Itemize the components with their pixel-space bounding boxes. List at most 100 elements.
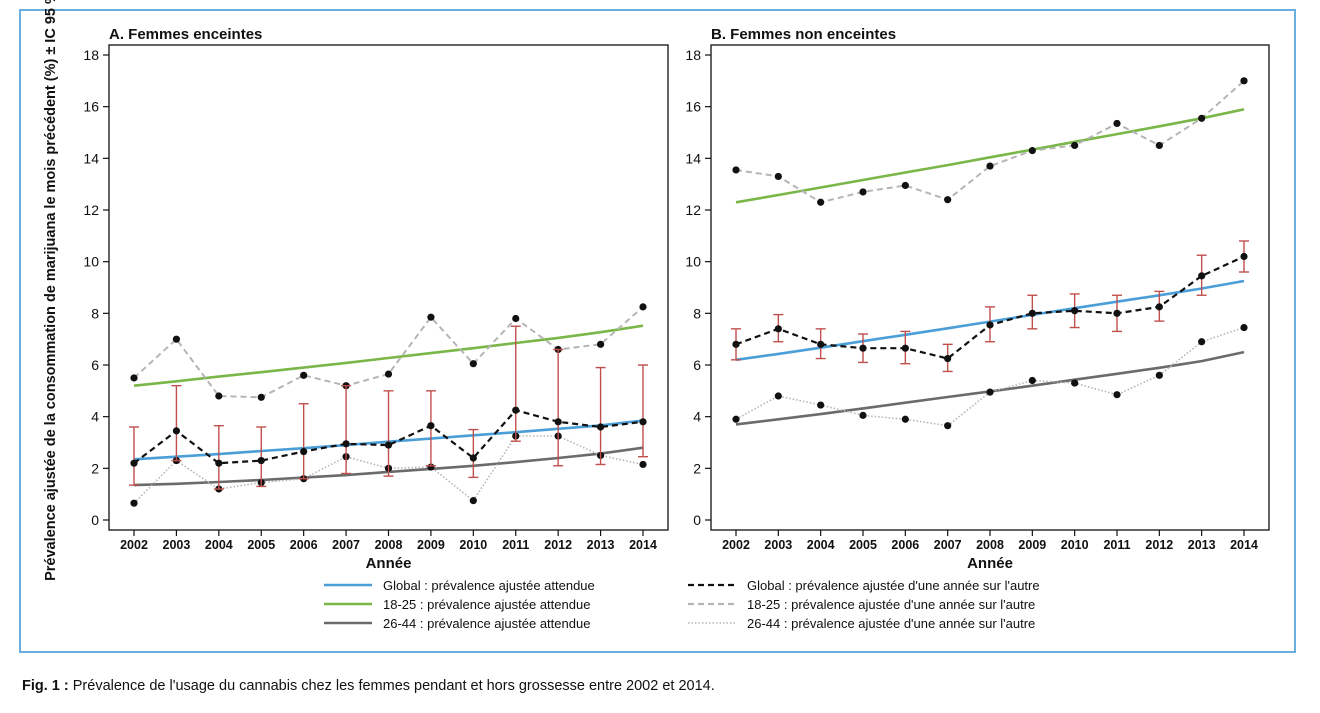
panel-b-data-point	[1155, 371, 1163, 379]
panel-a-xtick-label: 2009	[417, 538, 445, 552]
panel-b-data-point	[1240, 252, 1248, 261]
panel-a-data-point	[300, 371, 308, 379]
panel-b-xtick-label: 2011	[1103, 538, 1130, 552]
panel-b-data-point	[1155, 141, 1163, 150]
legend-label-2: 18-25 : prévalence ajustée attendue	[383, 597, 590, 612]
panel-a-ytick-label: 6	[91, 357, 99, 373]
panel-a-ytick-label: 8	[91, 305, 99, 321]
legend-label-4: 26-44 : prévalence ajustée attendue	[383, 616, 590, 631]
panel-b-x-axis-label: Année	[967, 555, 1013, 572]
panel-b-ytick-label: 2	[693, 460, 701, 476]
panel-a-xtick-label: 2014	[629, 538, 657, 552]
panel-a-xtick-label: 2008	[375, 538, 403, 552]
panel-a-data-point	[130, 459, 138, 467]
panel-b-title: B. Femmes non enceintes	[711, 26, 896, 43]
panel-b-ytick-label: 12	[685, 202, 701, 218]
panel-b-fit-line-1	[735, 108, 1245, 204]
panel-a-data-point	[257, 456, 265, 465]
panel-b-data-point	[1028, 146, 1036, 155]
panel-b-ytick-label: 4	[693, 409, 701, 425]
panel-a-xtick-label: 2006	[290, 538, 318, 552]
panel-a-xtick-label: 2012	[544, 538, 572, 552]
panel-b-data-point	[859, 344, 867, 352]
panel-a-x-axis-label: Année	[366, 555, 412, 572]
panel-a-observed-line-0	[133, 306, 644, 399]
panel-b-data-point	[859, 188, 867, 196]
panel-a-data-point	[469, 454, 477, 462]
panel-a-xtick-label: 2011	[502, 538, 529, 552]
legend-label-5: 26-44 : prévalence ajustée d'une année s…	[747, 616, 1035, 631]
panel-b-observed-line-0	[735, 80, 1245, 204]
panel-b-data-point	[859, 411, 867, 419]
panel-a-data-point	[596, 423, 605, 431]
panel-a-data-point	[512, 314, 520, 323]
panel-a-data-point	[639, 303, 647, 311]
panel-a-ytick-label: 12	[83, 202, 99, 218]
panel-a-fit-line-1	[133, 324, 644, 387]
panel-b-data-point	[986, 321, 994, 329]
panel-b-ytick-label: 16	[685, 99, 701, 115]
panel-b-data-point	[901, 415, 909, 423]
panel-a-data-point	[639, 418, 647, 426]
panel-b-data-point	[1071, 307, 1079, 315]
panel-b-data-point	[1198, 114, 1206, 122]
panel-b-data-point	[774, 325, 782, 333]
y-axis-label: Prévalence ajustée de la consommation de…	[43, 0, 59, 581]
panel-a-data-point	[130, 499, 138, 507]
panel-a-data-point	[469, 497, 477, 505]
panel-b-data-point	[774, 392, 782, 400]
panel-b-data-point	[1198, 338, 1206, 346]
panel-a-xtick-label: 2003	[163, 538, 191, 552]
caption-text: Prévalence de l'usage du cannabis chez l…	[68, 678, 715, 694]
panel-a-xtick-label: 2013	[587, 538, 615, 552]
caption-label: Fig. 1 :	[22, 678, 69, 694]
panel-b-ytick-label: 10	[685, 254, 701, 270]
panel-b-data-point	[1071, 379, 1079, 387]
panel-b-ytick-label: 6	[693, 357, 701, 373]
panel-b-ytick-label: 18	[685, 47, 701, 63]
panel-b-plot: 0 2 4 6 8 10 12 14 16 18 2002 2003 2004 2005 2006 2007 2…	[685, 44, 1270, 572]
panel-b-xtick-label: 2010	[1061, 538, 1089, 552]
panel-b-xtick-label: 2006	[891, 538, 919, 552]
panel-a-data-point	[342, 440, 350, 448]
panel-a-ytick-label: 2	[91, 460, 99, 476]
panel-a-ytick-label: 4	[91, 409, 99, 425]
panel-a-data-point	[384, 370, 393, 378]
panel-b-data-point	[1028, 309, 1036, 317]
panel-b-data-point	[1071, 141, 1079, 150]
panel-b-data-point	[944, 422, 952, 430]
panel-a-ytick-label: 10	[83, 254, 99, 270]
panel-b-xtick-label: 2012	[1145, 538, 1173, 552]
panel-b-xtick-label: 2014	[1230, 538, 1258, 552]
panel-a-ytick-label: 18	[83, 47, 99, 63]
panel-a-data-point	[639, 460, 647, 469]
legend-label-0: Global : prévalence ajustée attendue	[383, 578, 595, 593]
panel-b-xtick-label: 2002	[722, 538, 750, 552]
panel-b-xtick-label: 2008	[976, 538, 1004, 552]
panel-b-data-point	[1240, 323, 1248, 332]
panel-a-data-point	[130, 374, 138, 382]
panel-a-data-point	[469, 360, 477, 368]
panel-a-ytick-label: 14	[83, 150, 99, 166]
panel-b-fit-line-2	[735, 350, 1245, 426]
panel-a-data-point	[257, 393, 265, 401]
legend-label-1: Global : prévalence ajustée d'une année …	[747, 578, 1040, 593]
legend: Global : prévalence ajustée attendue Glob…	[324, 578, 1040, 631]
panel-b-data-point	[732, 415, 740, 423]
panel-b-data-point	[1113, 391, 1121, 399]
panel-b-xtick-label: 2004	[807, 538, 835, 552]
panel-a-data-point	[512, 406, 520, 414]
figure-caption: Fig. 1 : Prévalence de l'usage du cannab…	[22, 678, 715, 694]
panel-b-xtick-label: 2007	[934, 538, 962, 552]
panel-a-plot: 0 2 4 6 8 10 12 14 16 18 2002 2003 2004 2005 2006 2007 2…	[83, 44, 669, 572]
panel-b-data-point	[817, 198, 825, 206]
panel-a-data-point	[384, 441, 393, 449]
panel-a-xtick-label: 2007	[332, 538, 360, 552]
panel-b-data-point	[944, 196, 952, 204]
figure-frame	[19, 9, 1296, 653]
panel-a-data-point	[427, 313, 435, 321]
panel-b-data-point	[817, 401, 825, 409]
panel-b-xtick-label: 2003	[764, 538, 792, 552]
panel-b-data-point	[901, 181, 909, 190]
